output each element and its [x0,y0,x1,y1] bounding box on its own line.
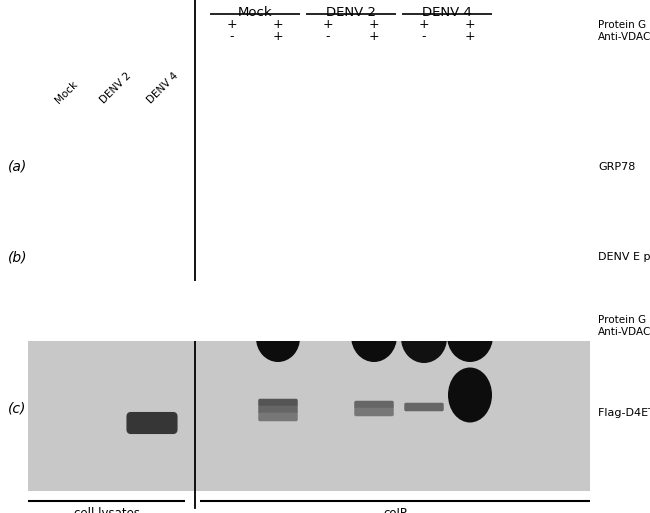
Ellipse shape [447,310,493,362]
Text: +: + [369,313,380,326]
Text: +: + [465,30,475,44]
Text: -: - [422,326,426,339]
Text: -: - [229,326,234,339]
Text: EGFP: EGFP [334,303,368,316]
Text: +: + [419,18,429,31]
Text: +: + [322,313,333,326]
FancyBboxPatch shape [135,246,169,255]
Text: -: - [326,326,330,339]
Text: D4ET: D4ET [145,301,172,327]
Text: DENV E protein: DENV E protein [598,252,650,263]
FancyBboxPatch shape [352,161,396,172]
Text: +: + [369,326,380,339]
Text: Flag-D4ET protein: Flag-D4ET protein [598,408,650,418]
FancyBboxPatch shape [38,153,82,168]
Bar [590,341,650,491]
FancyBboxPatch shape [354,248,394,256]
FancyBboxPatch shape [449,164,491,174]
FancyBboxPatch shape [258,248,298,256]
Text: -: - [326,30,330,44]
FancyBboxPatch shape [83,153,127,168]
Ellipse shape [86,242,124,273]
Text: +: + [227,313,237,326]
Text: DENV 2: DENV 2 [98,70,133,105]
FancyBboxPatch shape [122,140,182,194]
Bar [0,0,650,341]
Ellipse shape [256,314,300,362]
Text: (b): (b) [8,250,27,265]
FancyBboxPatch shape [447,253,493,278]
Text: coIP: coIP [383,507,407,513]
FancyBboxPatch shape [259,256,298,263]
Text: +: + [227,18,237,31]
Text: +: + [369,18,380,31]
Text: +: + [273,313,283,326]
Text: +: + [465,18,475,31]
FancyBboxPatch shape [258,413,298,421]
FancyBboxPatch shape [355,256,393,263]
Text: DENV 4: DENV 4 [145,70,180,105]
Ellipse shape [448,367,492,423]
Text: D4ET: D4ET [430,303,465,316]
Bar [28,220,590,295]
FancyBboxPatch shape [354,408,394,416]
Text: +: + [322,18,333,31]
FancyBboxPatch shape [127,412,177,434]
Bar [28,341,590,491]
Text: GRP78: GRP78 [598,162,636,171]
FancyBboxPatch shape [258,406,298,415]
Text: DENV 2: DENV 2 [326,6,376,19]
FancyBboxPatch shape [448,156,492,169]
Ellipse shape [401,313,447,363]
Text: +: + [273,326,283,339]
Text: Mock: Mock [53,79,79,105]
Bar [0,341,28,491]
Text: +: + [273,30,283,44]
Bar [28,281,590,341]
Text: +: + [369,30,380,44]
FancyBboxPatch shape [135,253,169,262]
Text: Anti-VDAC: Anti-VDAC [598,32,650,42]
Text: +: + [419,313,429,326]
Text: -: - [229,30,234,44]
Text: cell lysates: cell lysates [74,309,140,322]
FancyBboxPatch shape [354,401,394,409]
Text: Protein G: Protein G [598,315,646,325]
Text: Mock: Mock [238,303,272,316]
Ellipse shape [351,310,397,362]
Bar [28,120,590,213]
FancyBboxPatch shape [402,162,446,175]
Text: (c): (c) [8,401,27,415]
Text: Protein G: Protein G [598,20,646,30]
FancyBboxPatch shape [255,159,301,174]
Text: -: - [422,30,426,44]
FancyBboxPatch shape [404,403,444,411]
Text: Anti-VDAC: Anti-VDAC [598,327,650,337]
Text: +: + [465,326,475,339]
Text: +: + [465,313,475,326]
Text: EGFP: EGFP [98,301,124,327]
FancyBboxPatch shape [30,140,90,194]
FancyBboxPatch shape [130,153,174,168]
Text: Mock: Mock [53,301,79,327]
Text: (a): (a) [8,160,27,173]
Text: +: + [273,18,283,31]
Text: coIP: coIP [383,309,407,322]
FancyBboxPatch shape [135,260,169,269]
Text: DENV 4: DENV 4 [422,6,472,19]
Bar [0,491,650,513]
Text: Mock: Mock [238,6,272,19]
FancyBboxPatch shape [258,399,298,407]
Text: cell lysates: cell lysates [74,507,140,513]
FancyBboxPatch shape [75,140,135,194]
